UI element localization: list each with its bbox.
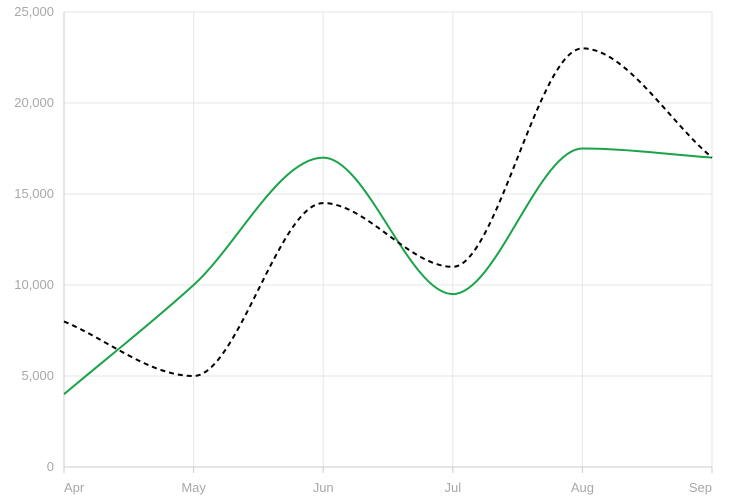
x-tick-label: Sep: [689, 480, 712, 495]
y-tick-label: 5,000: [21, 368, 54, 383]
tick-labels: 0 5,000 10,000 15,000 20,000 25,000 Apr May Jun J…: [14, 4, 712, 495]
series-line-2: [63, 47, 713, 378]
y-tick-label: 20,000: [14, 95, 54, 110]
y-tick-label: 0: [47, 459, 54, 474]
series: [63, 47, 713, 395]
x-tick-label: May: [181, 480, 206, 495]
series-line-1: [63, 147, 713, 395]
x-tick-label: Apr: [64, 480, 85, 495]
x-tick-label: Jul: [444, 480, 461, 495]
y-tick-label: 25,000: [14, 4, 54, 19]
y-tick-label: 15,000: [14, 186, 54, 201]
axes: [63, 12, 713, 473]
y-tick-label: 10,000: [14, 277, 54, 292]
x-tick-label: Jun: [313, 480, 334, 495]
grid: [64, 11, 713, 468]
x-tick-label: Aug: [571, 480, 594, 495]
